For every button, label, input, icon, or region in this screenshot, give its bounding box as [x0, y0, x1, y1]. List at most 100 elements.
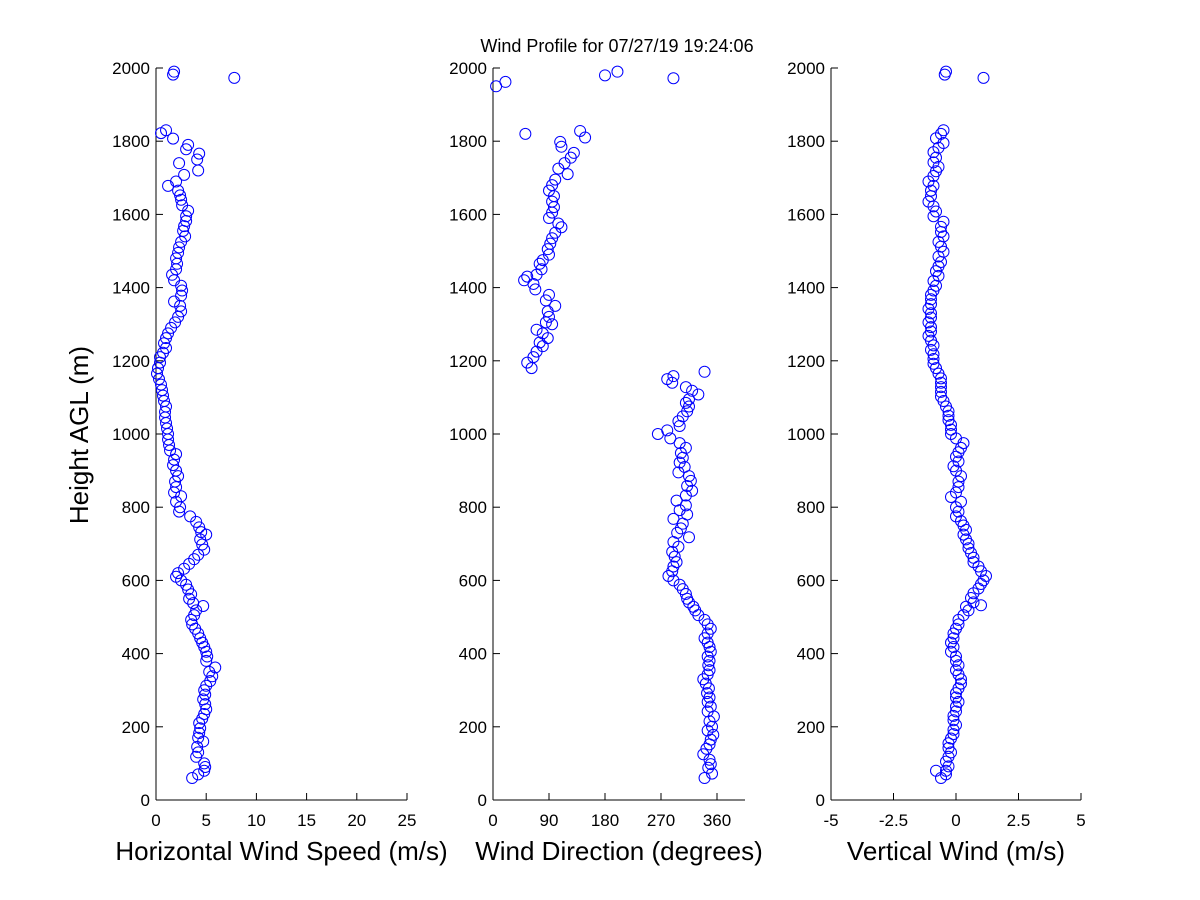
data-point [611, 65, 624, 78]
data-point [173, 157, 186, 170]
data-point [192, 768, 205, 781]
data-point [952, 475, 965, 488]
data-point [952, 481, 965, 494]
data-point [945, 418, 957, 431]
data-point [947, 723, 960, 736]
data-point [935, 381, 947, 394]
data-point [160, 332, 173, 345]
y-tick-label: 1200 [787, 352, 825, 371]
data-point [947, 709, 960, 722]
data-point [168, 295, 181, 308]
data-point [200, 645, 213, 658]
data-point [935, 372, 947, 385]
data-point [950, 650, 962, 663]
data-point [945, 490, 957, 503]
data-point [155, 127, 168, 140]
data-point [706, 720, 719, 733]
data-point [932, 250, 945, 263]
data-point [664, 432, 677, 445]
x-tick-label: 5 [201, 811, 210, 830]
data-point [673, 419, 686, 432]
y-tick-label: 2000 [787, 59, 825, 78]
data-point [706, 767, 719, 780]
data-point [599, 69, 611, 82]
y-tick-label: 1600 [787, 205, 825, 224]
x-tick-label: -2.5 [879, 811, 908, 830]
data-point [199, 698, 212, 711]
data-point [533, 257, 546, 270]
data-point [701, 668, 714, 681]
data-point [955, 470, 967, 483]
y-tick-label: 2000 [112, 59, 150, 78]
data-point [525, 362, 538, 375]
data-point [547, 201, 560, 214]
y-tick-label: 1000 [449, 425, 487, 444]
panel-speed: 0 200 400 600 800 1000 1200 1400 1600 1800 2000 0 5 1… [112, 59, 448, 866]
data-point [198, 684, 211, 697]
data-point [174, 189, 187, 202]
data-point [927, 210, 940, 223]
data-point [521, 270, 534, 283]
data-point [955, 673, 967, 686]
data-point [672, 466, 685, 479]
data-point [930, 362, 942, 375]
data-point [703, 715, 716, 728]
data-point [194, 533, 207, 546]
data-point [960, 600, 972, 613]
data-point [703, 654, 716, 667]
data-point [947, 627, 960, 640]
data-point [679, 381, 692, 394]
y-tick-label: 1800 [112, 132, 150, 151]
data-point [166, 268, 179, 281]
data-point [925, 321, 937, 334]
data-point [197, 600, 210, 613]
data-point [679, 587, 692, 600]
data-point [674, 522, 687, 535]
data-point [667, 512, 680, 525]
data-point [527, 277, 540, 290]
y-tick-label: 1200 [112, 352, 150, 371]
data-point [962, 537, 975, 550]
data-point [651, 428, 664, 440]
y-tick-label: 1600 [112, 205, 150, 224]
data-point [925, 184, 937, 197]
data-point [698, 772, 711, 785]
data-point [541, 243, 554, 256]
y-tick-label: 600 [122, 571, 150, 590]
data-point [209, 661, 222, 674]
data-point [686, 384, 699, 397]
x-tick-label: 270 [647, 811, 675, 830]
data-point [173, 241, 186, 254]
data-point [175, 235, 188, 248]
data-point [673, 437, 686, 450]
data-point [927, 352, 940, 365]
data-point [151, 367, 164, 380]
x-tick-label: 90 [540, 811, 559, 830]
data-point [193, 727, 206, 740]
y-tick-label: 0 [141, 791, 150, 810]
data-point [178, 562, 191, 575]
data-point [204, 675, 217, 688]
x-tick-label: 2.5 [1007, 811, 1031, 830]
data-point [701, 618, 714, 631]
data-point [173, 505, 186, 518]
data-point [196, 538, 209, 551]
data-point [672, 415, 685, 428]
data-point [533, 336, 546, 349]
y-axis-label: Height AGL (m) [64, 346, 94, 524]
data-point [546, 318, 559, 331]
data-point [702, 659, 715, 672]
data-point [942, 405, 955, 418]
data-point [153, 373, 166, 386]
data-point [692, 609, 705, 622]
data-point [952, 613, 965, 626]
data-point [935, 220, 947, 233]
data-point [180, 143, 193, 156]
x-tick-label: 0 [488, 811, 497, 830]
y-tick-label: 1800 [787, 132, 825, 151]
data-point [175, 279, 188, 292]
data-point [698, 613, 711, 626]
x-axis-label: Horizontal Wind Speed (m/s) [115, 836, 447, 866]
